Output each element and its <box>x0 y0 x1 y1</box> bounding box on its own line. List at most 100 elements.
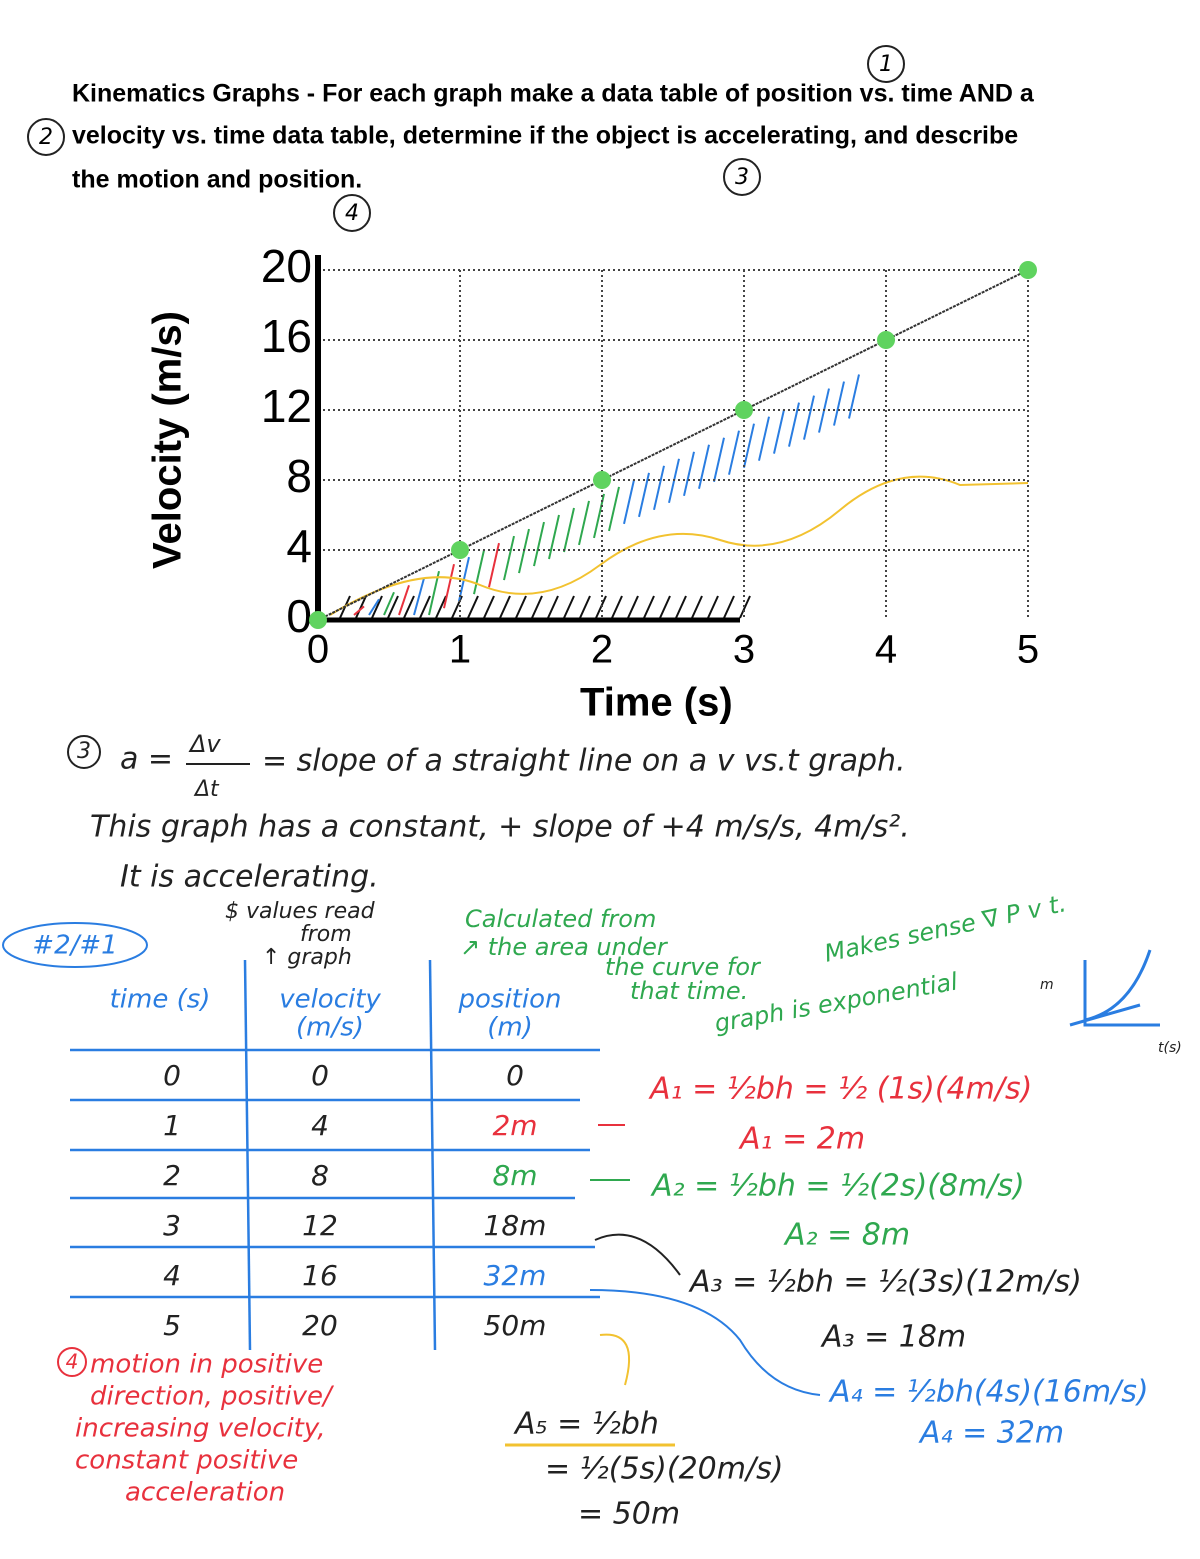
hatch <box>659 595 671 619</box>
area-calc: A₄ = 32m <box>918 1416 1064 1451</box>
title-line: Kinematics Graphs - For each graph make … <box>72 80 1035 108</box>
area-calc: = ½(5s)(20m/s) <box>545 1452 783 1487</box>
hatch <box>743 423 755 468</box>
hatch <box>467 595 479 619</box>
hatch <box>698 444 710 489</box>
hatch <box>623 479 635 525</box>
motion-note: acceleration <box>125 1478 285 1508</box>
area-calc: A₅ = ½bh <box>513 1407 659 1442</box>
hatch <box>499 595 511 619</box>
hatch <box>683 451 695 497</box>
hatch <box>548 514 560 560</box>
table-cell: 0 <box>506 1059 524 1092</box>
hatch <box>848 374 860 419</box>
data-table: time (s) velocity(m/s) position(m) 0 0 0 1 4 2m 2… <box>70 959 600 1351</box>
side-note: Calculated from <box>465 905 656 933</box>
hatch <box>728 430 740 475</box>
y-tick-label: 0 <box>286 590 312 642</box>
hatch <box>435 595 447 619</box>
hatch <box>383 591 395 616</box>
title-line: the motion and position. <box>72 166 362 194</box>
x-tick-label: 5 <box>1017 628 1039 672</box>
hatch <box>833 381 845 426</box>
hatch <box>563 595 575 619</box>
equation: = slope of a straight line on a v vs.t g… <box>262 744 906 779</box>
circled-number: 1 <box>879 52 893 77</box>
table-cell: 16 <box>302 1259 338 1292</box>
hatch <box>515 595 527 619</box>
table-cell: 1 <box>163 1109 181 1142</box>
table-cell: 0 <box>163 1059 181 1092</box>
table-cell: 5 <box>163 1309 181 1342</box>
hatch <box>773 409 785 454</box>
table-cell: 3 <box>163 1209 181 1242</box>
hatch <box>488 542 500 588</box>
circled-number: 4 <box>66 1350 79 1374</box>
hatch <box>547 595 559 619</box>
hatch <box>707 595 719 619</box>
table-cell: 4 <box>311 1109 329 1142</box>
y-tick-label: 20 <box>261 240 312 292</box>
side-note: from <box>300 922 352 947</box>
table-cell: 2m <box>492 1109 537 1142</box>
side-note: Makes sense ∇ P v t. <box>822 889 1069 968</box>
circled-number: 3 <box>735 165 749 190</box>
data-point <box>309 611 327 629</box>
hatch <box>368 598 380 616</box>
y-tick-label: 16 <box>261 310 312 362</box>
hatch <box>353 605 365 616</box>
hatch <box>691 595 703 619</box>
hatch <box>578 500 590 546</box>
y-axis-label: Velocity (m/s) <box>146 311 190 569</box>
side-note: the curve for <box>605 953 762 981</box>
data-point <box>451 541 469 559</box>
table-cell: 20 <box>302 1309 338 1342</box>
x-tick-label: 1 <box>449 628 471 672</box>
table-header: (m/s) <box>296 1013 364 1043</box>
hatch <box>803 395 815 440</box>
hatch <box>627 595 639 619</box>
hatch <box>419 595 431 619</box>
hatch <box>608 486 620 532</box>
area-calc: A₂ = 8m <box>783 1218 910 1253</box>
sketch-label: m <box>1040 977 1054 993</box>
circled-number: 3 <box>77 739 91 764</box>
table-header: time (s) <box>110 985 211 1015</box>
hatch <box>518 528 530 574</box>
sketch-label: t(s) <box>1158 1040 1182 1056</box>
hatch <box>473 549 485 595</box>
hatch <box>788 402 800 447</box>
hatch <box>713 437 725 482</box>
hatch <box>531 595 543 619</box>
area-calculations: A₁ = ½bh = ½ (1s)(4m/s) A₁ = 2m A₂ = ½bh =… <box>513 1072 1149 1532</box>
y-tick-label: 8 <box>286 450 312 502</box>
circled-number: 4 <box>345 201 359 226</box>
area-calc: A₁ = 2m <box>738 1122 865 1157</box>
hatch <box>563 507 575 553</box>
hatch <box>503 535 515 581</box>
motion-note: direction, positive/ <box>90 1382 335 1412</box>
hatch <box>413 577 425 616</box>
side-note: ↗ the area under <box>460 933 669 961</box>
hatch <box>643 595 655 619</box>
hatch <box>611 595 623 619</box>
sketch-curve <box>329 475 1029 616</box>
motion-note: motion in positive <box>90 1350 323 1380</box>
table-rule <box>243 959 252 1351</box>
side-note: that time. <box>630 977 748 1005</box>
table-cell: 12 <box>302 1209 338 1242</box>
hatch <box>723 595 735 619</box>
hatch <box>355 595 367 619</box>
table-header: position <box>458 985 562 1015</box>
note-line: This graph has a constant, + slope of +4… <box>90 810 910 845</box>
data-point <box>877 331 895 349</box>
motion-note: increasing velocity, <box>75 1414 326 1444</box>
y-tick-label: 4 <box>286 520 312 572</box>
area-calc: A₃ = ½bh = ½(3s)(12m/s) <box>688 1265 1082 1300</box>
motion-note: constant positive <box>75 1446 298 1476</box>
hatch <box>403 595 415 619</box>
area-calc: A₂ = ½bh = ½(2s)(8m/s) <box>650 1169 1025 1204</box>
hatch <box>371 595 383 619</box>
side-note: $ values read <box>225 899 376 924</box>
hatch <box>758 416 770 461</box>
